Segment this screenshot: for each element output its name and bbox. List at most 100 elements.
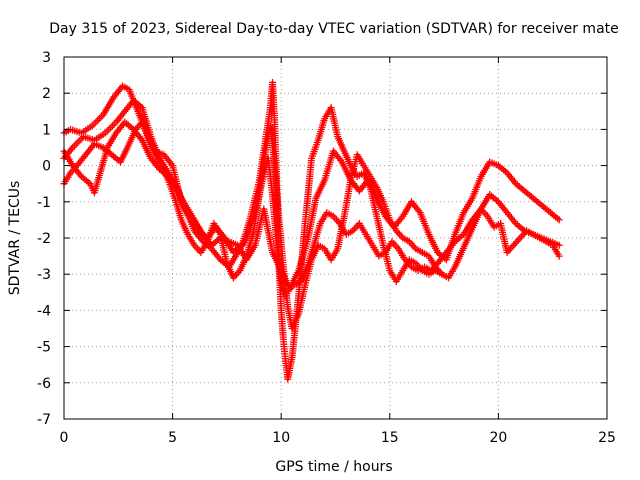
interpolated-points <box>70 134 86 150</box>
interpolated-points <box>410 264 420 273</box>
interpolated-points <box>334 214 348 251</box>
interpolated-points <box>370 243 382 258</box>
interpolated-points <box>365 178 380 200</box>
y-tick-label: -2 <box>37 231 51 247</box>
interpolated-points <box>426 254 438 269</box>
interpolated-points <box>485 214 497 229</box>
interpolated-points <box>525 228 535 237</box>
interpolated-points <box>421 250 431 259</box>
interpolated-points <box>514 181 527 193</box>
interpolated-points <box>74 153 88 168</box>
interpolated-points <box>377 250 387 259</box>
interpolated-points <box>540 203 553 215</box>
interpolated-points <box>496 200 510 215</box>
interpolated-points <box>304 196 320 243</box>
interpolated-points <box>260 207 276 254</box>
interpolated-points <box>522 188 535 201</box>
interpolated-points <box>198 240 210 254</box>
interpolated-points <box>100 95 117 117</box>
interpolated-points <box>69 126 83 136</box>
interpolated-points <box>335 135 347 153</box>
interpolated-points <box>408 257 418 266</box>
interpolated-points <box>368 175 379 189</box>
interpolated-points <box>413 261 425 273</box>
interpolated-points <box>538 235 548 244</box>
interpolated-points <box>414 246 424 255</box>
interpolated-points <box>325 210 335 219</box>
interpolated-points <box>269 193 281 247</box>
data-points <box>60 78 563 383</box>
interpolated-points <box>295 240 311 272</box>
interpolated-points <box>479 207 490 218</box>
interpolated-points <box>318 211 330 225</box>
interpolated-points <box>328 247 340 262</box>
data-point <box>555 252 563 260</box>
interpolated-points <box>91 146 111 195</box>
interpolated-points <box>331 149 345 164</box>
interpolated-points <box>267 124 278 167</box>
interpolated-points <box>341 178 354 218</box>
interpolated-points <box>153 153 164 167</box>
interpolated-points <box>185 233 197 247</box>
interpolated-points <box>183 203 197 222</box>
interpolated-points <box>394 269 406 283</box>
interpolated-points <box>139 106 154 138</box>
interpolated-points <box>440 271 450 281</box>
interpolated-points <box>295 283 309 316</box>
interpolated-points <box>310 222 324 247</box>
interpolated-points <box>416 264 426 273</box>
interpolated-points <box>289 312 302 330</box>
y-tick-label: 1 <box>42 122 51 138</box>
data-point <box>555 216 563 224</box>
interpolated-points <box>409 200 423 215</box>
interpolated-points <box>374 196 388 218</box>
interpolated-points <box>219 235 231 245</box>
interpolated-points <box>316 242 326 252</box>
interpolated-points <box>488 159 500 169</box>
interpolated-points <box>345 228 355 237</box>
interpolated-points <box>161 153 175 168</box>
interpolated-points <box>61 149 75 168</box>
interpolated-points <box>496 163 509 175</box>
y-axis-label: SDTVAR / TECUs <box>7 181 23 296</box>
interpolated-points <box>505 171 518 186</box>
interpolated-points <box>114 109 127 124</box>
interpolated-points <box>373 215 387 247</box>
interpolated-points <box>315 117 328 142</box>
interpolated-points <box>131 127 145 142</box>
interpolated-points <box>302 258 315 287</box>
interpolated-points <box>309 243 321 262</box>
interpolated-points <box>492 221 502 230</box>
grid-lines <box>64 57 607 419</box>
interpolated-points <box>62 127 72 136</box>
interpolated-points <box>446 265 458 280</box>
interpolated-points <box>192 243 203 255</box>
interpolated-points <box>550 243 562 258</box>
interpolated-points <box>192 218 206 236</box>
interpolated-points <box>355 170 366 179</box>
interpolated-points <box>505 210 518 226</box>
interpolated-points <box>271 164 283 222</box>
interpolated-points <box>421 268 431 277</box>
interpolated-points <box>394 229 405 240</box>
interpolated-points <box>531 232 541 241</box>
interpolated-points <box>331 214 342 226</box>
interpolated-points <box>374 185 386 204</box>
interpolated-points <box>178 218 191 236</box>
y-tick-label: 2 <box>42 86 51 102</box>
interpolated-points <box>111 84 125 99</box>
interpolated-points <box>123 120 136 132</box>
interpolated-points <box>339 160 354 182</box>
interpolated-points <box>465 222 478 240</box>
x-tick-label: 20 <box>489 430 507 446</box>
interpolated-points <box>452 251 465 269</box>
interpolated-points <box>139 138 154 160</box>
y-tick-label: -5 <box>37 340 51 356</box>
interpolated-points <box>548 210 561 222</box>
axis-ticks: 0 5 10 15 20 25 -7 -6 -5 -4 -3 -2 -1 0 1 2 3 <box>37 50 616 446</box>
interpolated-points <box>497 222 511 254</box>
interpolated-points <box>227 239 240 248</box>
interpolated-points <box>105 131 119 149</box>
interpolated-points <box>269 250 284 273</box>
